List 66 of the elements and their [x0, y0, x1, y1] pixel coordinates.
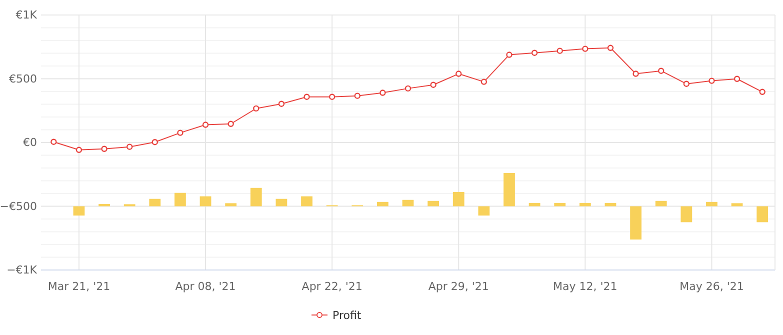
legend-label: Profit [332, 308, 362, 322]
point [278, 100, 285, 107]
point [202, 122, 209, 128]
bar [225, 203, 237, 206]
point [380, 90, 386, 96]
bar [376, 202, 388, 206]
point [531, 50, 538, 56]
x-tick-label: Apr 29, '21 [428, 280, 489, 293]
point [101, 146, 108, 152]
point [658, 68, 664, 74]
bar [579, 202, 591, 206]
point [126, 144, 133, 150]
bar [706, 202, 718, 206]
bar [73, 206, 85, 216]
bar [276, 198, 288, 206]
point [632, 70, 639, 77]
y-tick-label: €1K [16, 8, 38, 22]
y-tick-label: −€1K [6, 264, 38, 277]
point [556, 48, 563, 54]
point [50, 138, 57, 145]
point [734, 76, 740, 82]
bar [149, 198, 161, 206]
point [253, 105, 260, 112]
bar [402, 200, 414, 206]
point [456, 70, 462, 77]
point [404, 85, 412, 92]
bar [452, 192, 464, 206]
x-tick-label: May 26, '21 [680, 280, 744, 293]
point [480, 78, 488, 85]
bar [504, 172, 515, 206]
bar [731, 203, 743, 206]
bar [604, 202, 616, 206]
point [177, 130, 184, 136]
point [328, 94, 336, 100]
x-tick-label: May 12, '21 [553, 280, 618, 293]
x-tick-label: Mar 21, '21 [48, 280, 110, 293]
point [76, 146, 82, 153]
point [304, 94, 310, 100]
point [506, 52, 512, 58]
bar [200, 196, 212, 206]
bar [98, 204, 110, 206]
point [607, 44, 614, 51]
bar [655, 200, 667, 206]
bar [680, 206, 692, 222]
x-tick-label: Apr 22, '21 [302, 280, 362, 293]
bar [478, 206, 490, 216]
bar [528, 202, 540, 206]
point [228, 120, 234, 127]
bar [301, 196, 312, 206]
x-tick-label: Apr 08, '21 [175, 280, 236, 293]
point [430, 82, 436, 88]
bar [428, 200, 440, 206]
point [582, 46, 588, 52]
point [759, 88, 766, 95]
bar [630, 206, 642, 240]
y-tick-label: −€500 [0, 200, 37, 213]
bar [554, 202, 566, 206]
y-tick-label: €0 [23, 136, 37, 150]
point [683, 80, 690, 87]
point [354, 92, 360, 99]
point [708, 78, 715, 84]
y-tick-label: €500 [9, 72, 37, 86]
bar [250, 188, 262, 206]
bar [174, 192, 186, 206]
point [152, 139, 158, 146]
bar [756, 206, 768, 222]
